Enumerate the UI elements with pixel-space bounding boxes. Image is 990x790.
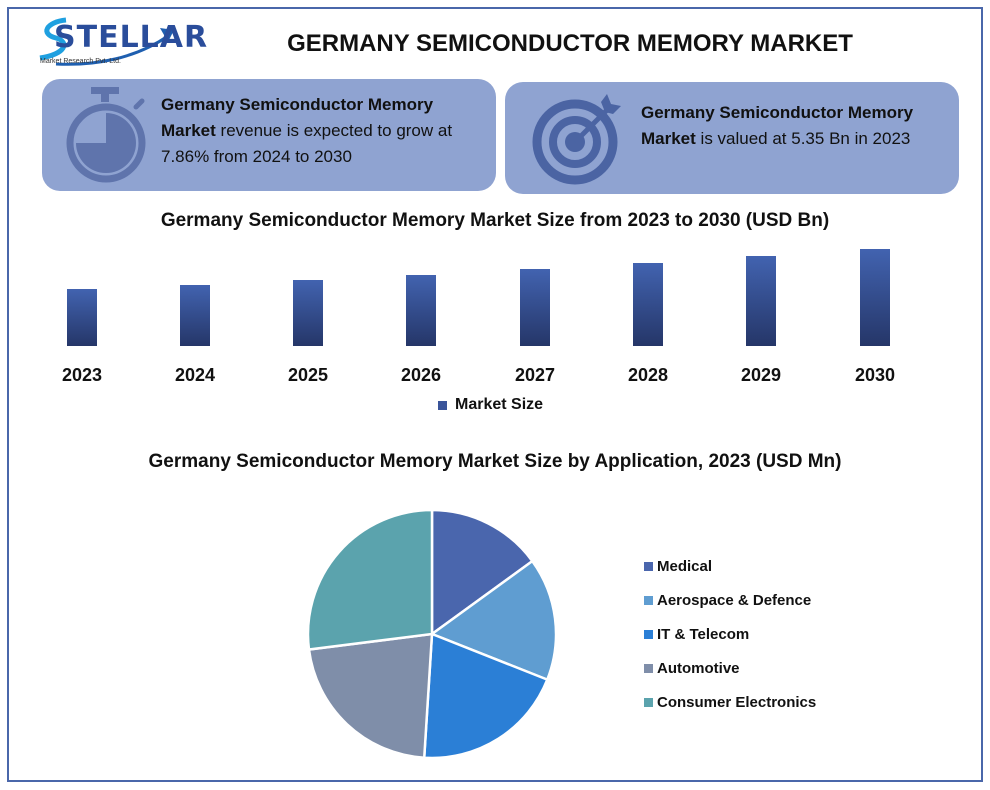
- logo-text: STELLAR: [54, 20, 209, 55]
- bar-2025: [293, 280, 323, 346]
- card-body-text: revenue is expected to grow at 7.86% fro…: [161, 121, 453, 166]
- bar-chart-title: Germany Semiconductor Memory Market Size…: [160, 210, 830, 231]
- pie-chart: [306, 508, 558, 760]
- stellar-logo: STELLAR Market Research Pvt. Ltd.: [36, 14, 207, 70]
- legend-swatch: [644, 595, 653, 605]
- card-bold-text: Germany Semiconductor Memory Market: [161, 95, 434, 140]
- x-axis-label: 2026: [400, 365, 442, 385]
- legend-label: Medical: [657, 557, 713, 575]
- bar-2024: [180, 285, 210, 346]
- pie-chart-title: Germany Semiconductor Memory Market Size…: [148, 451, 842, 472]
- legend-swatch: [438, 400, 447, 410]
- x-axis-label: 2024: [174, 365, 216, 385]
- bar-chart: [25, 240, 935, 346]
- bar-2027: [520, 269, 550, 346]
- legend-label: Consumer Electronics: [657, 693, 817, 711]
- logo-swoosh-icon: [39, 17, 174, 66]
- legend-swatch: [644, 629, 653, 639]
- x-axis-label: 2028: [627, 365, 669, 385]
- pie-slice-medical: [430, 508, 535, 637]
- legend-label: IT & Telecom: [657, 625, 750, 643]
- legend-item: Automotive: [644, 651, 816, 685]
- legend-label: Aerospace & Defence: [657, 591, 812, 609]
- legend-swatch: [644, 697, 653, 707]
- page-title: GERMANY SEMICONDUCTOR MEMORY MARKET: [287, 30, 853, 57]
- card-bold-text: Germany Semiconductor Memory Market: [641, 103, 914, 148]
- x-axis-label: 2023: [61, 365, 103, 385]
- bar-2028: [633, 263, 663, 346]
- legend-label: Automotive: [657, 659, 740, 677]
- x-axis-label: 2027: [514, 365, 556, 385]
- pie-slice-consumer-electronics: [306, 508, 434, 651]
- legend-swatch: [644, 663, 653, 673]
- x-axis-label: 2029: [740, 365, 782, 385]
- bar-2026: [406, 275, 436, 346]
- logo-subtitle: Market Research Pvt. Ltd.: [40, 58, 121, 65]
- bar-2030: [860, 249, 890, 346]
- bar-2029: [746, 256, 776, 346]
- x-axis-label: 2030: [854, 365, 896, 385]
- bar-2023: [67, 289, 97, 346]
- valuation-card-text: Germany Semiconductor Memory Market is v…: [641, 100, 941, 152]
- target-icon: [527, 90, 623, 191]
- growth-card: Germany Semiconductor Memory Market reve…: [42, 79, 496, 191]
- card-body-text: is valued at 5.35 Bn in 2023: [695, 129, 911, 148]
- pie-slice-aerospace-defence: [429, 559, 558, 682]
- x-axis-label: 2025: [287, 365, 329, 385]
- valuation-card: Germany Semiconductor Memory Market is v…: [505, 82, 959, 194]
- pie-chart-legend: Medical Aerospace & Defence IT & Telecom Au…: [644, 549, 816, 719]
- growth-card-text: Germany Semiconductor Memory Market reve…: [161, 92, 481, 170]
- legend-label: Market Size: [455, 396, 544, 413]
- legend-item: Aerospace & Defence: [644, 583, 816, 617]
- legend-item: IT & Telecom: [644, 617, 816, 651]
- pie-slice-it-telecom: [422, 632, 549, 760]
- bar-chart-legend: Market Size: [438, 396, 543, 414]
- legend-swatch: [644, 561, 653, 571]
- pie-slice-automotive: [307, 632, 434, 760]
- legend-item: Consumer Electronics: [644, 685, 816, 719]
- legend-item: Medical: [644, 549, 816, 583]
- stopwatch-icon: [58, 87, 154, 188]
